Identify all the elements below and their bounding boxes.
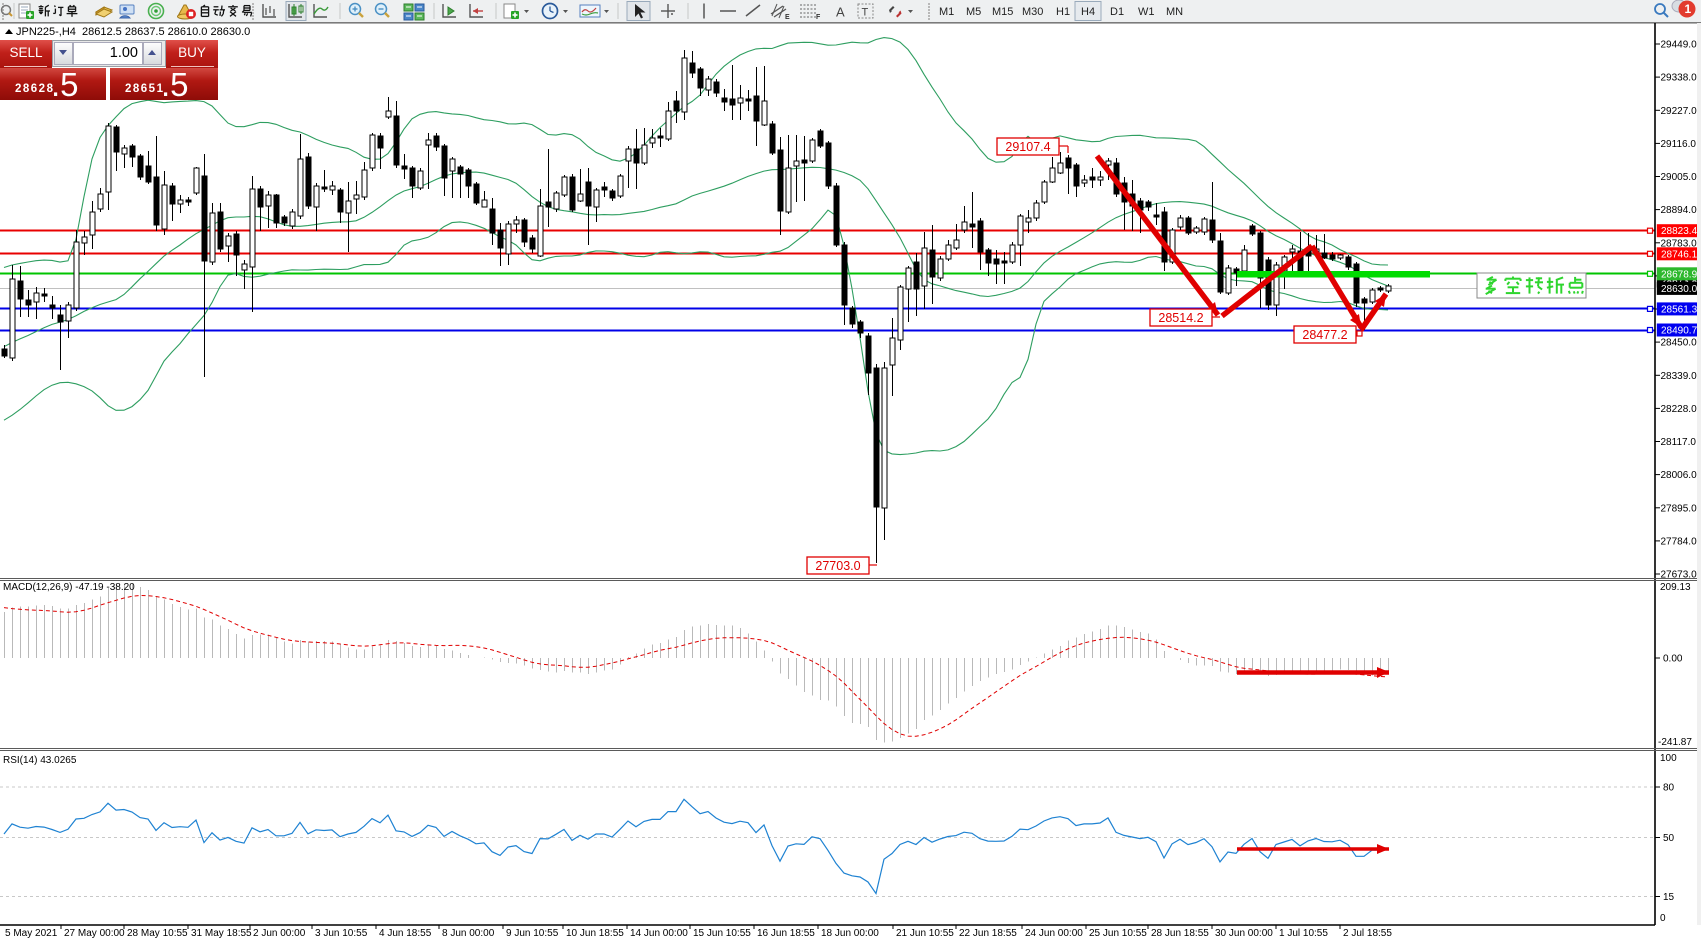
svg-text:28678.9: 28678.9: [1661, 269, 1698, 280]
svg-text:30 Jun 00:00: 30 Jun 00:00: [1215, 928, 1273, 939]
svg-text:28514.2: 28514.2: [1158, 311, 1203, 325]
svg-text:29005.0: 29005.0: [1661, 172, 1698, 183]
svg-text:25 Jun 10:55: 25 Jun 10:55: [1089, 928, 1147, 939]
svg-text:M30: M30: [1022, 6, 1043, 18]
svg-text:27895.0: 27895.0: [1661, 503, 1698, 514]
svg-text:50: 50: [1663, 833, 1675, 844]
svg-text:27784.0: 27784.0: [1661, 536, 1698, 547]
svg-text:22 Jun 18:55: 22 Jun 18:55: [959, 928, 1017, 939]
svg-text:28823.4: 28823.4: [1661, 226, 1698, 237]
svg-text:M5: M5: [966, 6, 981, 18]
svg-text:29338.0: 29338.0: [1661, 73, 1698, 84]
svg-text:80: 80: [1663, 783, 1675, 794]
svg-text:28006.0: 28006.0: [1661, 470, 1698, 481]
svg-text:RSI(14) 43.0265: RSI(14) 43.0265: [3, 755, 77, 766]
svg-text:24 Jun 00:00: 24 Jun 00:00: [1025, 928, 1083, 939]
svg-text:D1: D1: [1110, 6, 1124, 18]
svg-text:28561.3: 28561.3: [1661, 304, 1698, 315]
svg-text:27703.0: 27703.0: [815, 559, 860, 573]
svg-text:28490.7: 28490.7: [1661, 326, 1698, 337]
svg-text:A: A: [836, 5, 845, 20]
svg-text:W1: W1: [1138, 6, 1155, 18]
svg-text:28117.0: 28117.0: [1661, 437, 1697, 448]
svg-text:29116.0: 29116.0: [1661, 139, 1697, 150]
svg-text:5 May 2021: 5 May 2021: [5, 928, 58, 939]
svg-text:28228.0: 28228.0: [1661, 404, 1698, 415]
svg-text:2 Jun 00:00: 2 Jun 00:00: [253, 928, 306, 939]
svg-text:JPN225-,H4 28612.5 28637.5 28: JPN225-,H4 28612.5 28637.5 28610.0 28630…: [16, 26, 250, 38]
svg-text:1 Jul 10:55: 1 Jul 10:55: [1279, 928, 1328, 939]
svg-text:100: 100: [1660, 753, 1677, 764]
svg-text:28783.0: 28783.0: [1661, 238, 1698, 249]
svg-text:E: E: [785, 14, 790, 21]
svg-text:28450.0: 28450.0: [1661, 338, 1698, 349]
svg-text:H4: H4: [1081, 6, 1095, 18]
svg-text:MACD(12,26,9) -47.19 -38.20: MACD(12,26,9) -47.19 -38.20: [3, 582, 135, 593]
svg-text:F: F: [816, 14, 821, 21]
svg-text:16 Jun 18:55: 16 Jun 18:55: [757, 928, 815, 939]
svg-text:27 May 00:00: 27 May 00:00: [64, 928, 125, 939]
svg-text:28746.1: 28746.1: [1661, 249, 1698, 260]
svg-text:15: 15: [1663, 892, 1675, 903]
svg-text:MN: MN: [1166, 6, 1183, 18]
svg-text:28630.0: 28630.0: [1661, 284, 1698, 295]
svg-text:15 Jun 10:55: 15 Jun 10:55: [693, 928, 751, 939]
svg-text:209.13: 209.13: [1660, 582, 1691, 593]
svg-text:10 Jun 18:55: 10 Jun 18:55: [566, 928, 624, 939]
svg-text:14 Jun 00:00: 14 Jun 00:00: [630, 928, 688, 939]
svg-text:21 Jun 10:55: 21 Jun 10:55: [896, 928, 954, 939]
svg-text:28 Jun 18:55: 28 Jun 18:55: [1151, 928, 1209, 939]
svg-text:H1: H1: [1056, 6, 1070, 18]
svg-text:M1: M1: [939, 6, 954, 18]
svg-text:0.00: 0.00: [1663, 654, 1683, 665]
svg-text:18 Jun 00:00: 18 Jun 00:00: [821, 928, 879, 939]
svg-text:28477.2: 28477.2: [1302, 328, 1347, 342]
svg-text:-241.87: -241.87: [1658, 737, 1692, 748]
svg-text:27673.0: 27673.0: [1661, 570, 1698, 581]
svg-text:3 Jun 10:55: 3 Jun 10:55: [315, 928, 368, 939]
svg-text:28894.0: 28894.0: [1661, 205, 1698, 216]
svg-text:0: 0: [1660, 913, 1666, 924]
svg-text:31 May 18:55: 31 May 18:55: [191, 928, 252, 939]
svg-text:8 Jun 00:00: 8 Jun 00:00: [442, 928, 495, 939]
svg-text:M15: M15: [992, 6, 1013, 18]
svg-text:1: 1: [1685, 2, 1692, 16]
svg-text:T: T: [862, 7, 869, 19]
svg-text:2 Jul 18:55: 2 Jul 18:55: [1343, 928, 1392, 939]
svg-text:29449.0: 29449.0: [1661, 40, 1698, 51]
svg-text:28339.0: 28339.0: [1661, 371, 1698, 382]
svg-text:9 Jun 10:55: 9 Jun 10:55: [506, 928, 559, 939]
svg-text:28 May 10:55: 28 May 10:55: [127, 928, 188, 939]
svg-text:29107.4: 29107.4: [1005, 140, 1050, 154]
svg-text:4 Jun 18:55: 4 Jun 18:55: [379, 928, 432, 939]
svg-text:29227.0: 29227.0: [1661, 106, 1698, 117]
